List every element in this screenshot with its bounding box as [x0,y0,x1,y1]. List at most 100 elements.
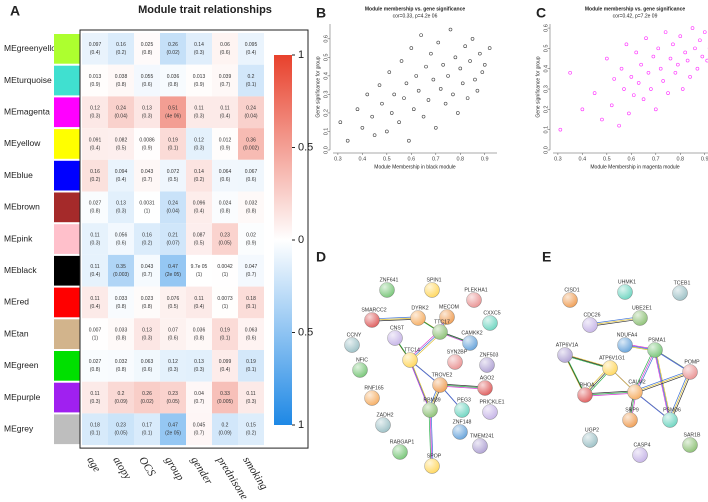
node-label: TMEM241 [470,433,494,439]
node-label: SMARCC2 [361,307,386,313]
cell-p: (0.6) [220,50,231,56]
scatter-point [705,58,708,63]
heat-cell [212,33,238,65]
cell-value: 0.043 [141,169,154,175]
scatter-point [431,77,436,82]
cell-p: (0.5) [168,177,179,183]
node-shine [424,282,440,298]
cell-p: (0.9) [194,82,205,88]
heat-cell [212,413,238,446]
cell-p: (0.8) [116,335,127,341]
scatter-point [617,123,621,128]
heat-cell [108,381,134,414]
cell-value: 0.14 [194,42,204,48]
scatter-point [624,42,629,47]
heat-cell [108,159,134,192]
node-shine [582,432,598,448]
heat-cell [82,254,108,287]
cell-value: 0.032 [245,201,258,207]
colorbar-label: 1 [298,49,304,61]
cell-value: 9.7e 05 [191,264,208,270]
node-label: CAMKK2 [461,330,482,336]
cell-value: 0.07 [168,327,178,333]
heat-cell [108,318,134,350]
cell-p: (0.003) [113,272,129,278]
cell-value: 0.033 [115,296,128,302]
y-tick-label: 0.6 [543,24,549,32]
cell-value: 0.11 [90,232,100,238]
heat-cell [134,254,160,287]
heat-cell [186,191,212,224]
node-shine [466,292,482,308]
heat-cell [82,286,108,319]
cell-value: 0.096 [193,201,206,207]
row-label: MEgreenyellow [4,43,63,53]
scatter-point [475,88,480,93]
node-label: CASP4 [633,442,650,448]
y-tick-label: 0.0 [543,146,549,154]
scatter-point [480,70,485,74]
y-tick-label: 0.2 [543,106,549,114]
scatter-point [612,77,616,81]
y-tick-label: 0.1 [543,126,549,134]
row-label: MEgreen [4,360,39,370]
scatter-point [592,91,597,95]
node-shine [432,324,448,340]
cell-p: (0.4) [220,367,231,373]
y-tick-label: 0.3 [323,91,329,99]
node-label: CDC26 [583,312,600,318]
scatter-point [446,74,450,78]
cell-p: (0.05) [218,240,231,246]
network-edge [584,391,636,396]
y-tick-label: 0.2 [323,109,329,117]
row-label: MEpink [4,233,33,243]
cell-p: (0.4) [220,114,231,120]
cell-p: (0.005) [217,399,233,405]
heat-cell [238,318,264,350]
scatter-point [627,111,631,116]
heat-cell [134,128,160,160]
cell-value: 0.013 [89,74,102,80]
cell-p: (0.1) [90,431,101,437]
heat-cell [108,350,134,382]
heat-cell [108,223,134,255]
cell-p: (1) [222,272,228,278]
cell-value: 0.063 [141,359,154,365]
scatter-point [700,54,705,59]
cell-value: 0.33 [220,391,230,397]
node-label: PLEKHA1 [464,287,487,293]
scatter-point [678,34,683,38]
chart-title: Module trait relationships [138,4,272,16]
scatter-point [685,58,690,63]
node-shine [582,317,598,333]
scatter-point [438,87,443,91]
node-label: ZNF641 [380,277,399,283]
cell-value: 0.12 [168,359,178,365]
scatter-point [651,54,656,59]
row-label: MEmagenta [4,107,50,117]
cell-value: 0.13 [194,359,204,365]
cell-value: 0.013 [193,74,206,80]
cell-p: (0.1) [246,82,257,88]
heat-cell [134,286,160,319]
colorbar-label: 0.5 [298,141,313,153]
network-edge [668,370,690,420]
scatter-point [429,51,433,56]
network-edge [669,371,691,421]
cell-p: (0.1) [168,145,179,151]
scatter-point [600,117,604,122]
heat-cell [186,159,212,192]
scatter-point [463,44,467,49]
heat-frame [79,29,309,449]
cell-value: 0.027 [89,201,102,207]
heat-cell [238,96,264,129]
cell-p: (0.4) [90,50,101,56]
network-edge [655,351,672,422]
colorbar-label: 1 [298,419,304,431]
cell-p: (0.3) [90,399,101,405]
node-shine [682,364,698,380]
chart-subtitle: cor=0.33, p=4.2e 06 [393,13,438,19]
cell-value: 0.027 [89,359,102,365]
cell-value: 0.12 [194,137,204,143]
heat-cell [160,350,186,382]
